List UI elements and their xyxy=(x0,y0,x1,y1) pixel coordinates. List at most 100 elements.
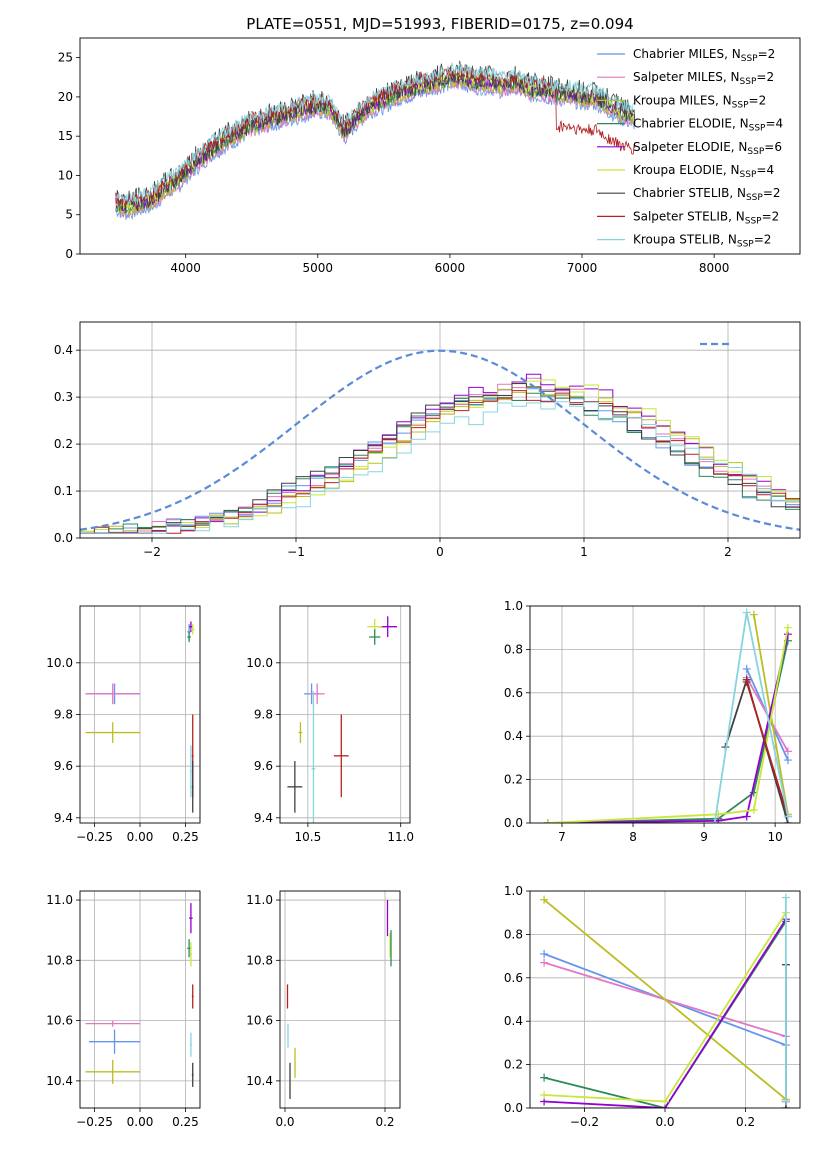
y-tick-label: 10.8 xyxy=(246,953,273,967)
legend-label: Salpeter MILES, NSSP=2 xyxy=(633,70,774,87)
weight-marker xyxy=(749,610,758,619)
legend-label-sub: SSP xyxy=(749,124,766,134)
x-tick-label: −0.25 xyxy=(76,1115,113,1129)
y-tick-label: 10.6 xyxy=(246,1014,273,1028)
weight-marker xyxy=(540,949,549,958)
x-tick-label: 0.0 xyxy=(275,1115,294,1129)
x-tick-label: 6000 xyxy=(435,261,466,275)
panel-spectrum: 4000 5000 6000 7000 8000 0 5 10 15 20 25 Chabrier M… xyxy=(58,37,801,275)
panel-mass_vs_ebv: 0.0 0.2 10.4 10.6 10.8 11.0 xyxy=(246,890,401,1129)
weight-marker xyxy=(710,819,719,823)
y-tick-label: 9.8 xyxy=(54,708,73,722)
y-tick-label: 1.0 xyxy=(504,884,523,898)
weight-marker xyxy=(749,805,758,814)
histogram-8 xyxy=(80,401,800,534)
x-tick-label: 4000 xyxy=(170,261,201,275)
weight-line-2 xyxy=(543,899,787,1100)
legend-label-sub: SSP xyxy=(740,77,757,87)
axes-frame xyxy=(529,605,801,824)
panel-mass_vs_Z: −0.25 0.00 0.25 10.4 10.6 10.8 11.0 xyxy=(46,890,201,1129)
gaussian-curve xyxy=(80,349,800,531)
weight-line-7 xyxy=(745,681,789,817)
y-tick-label: 0.8 xyxy=(504,927,523,941)
y-tick-label: 10.0 xyxy=(246,656,273,670)
y-tick-label: 10 xyxy=(58,168,73,182)
x-tick-label: −0.25 xyxy=(76,830,113,844)
x-tick-label: 0.00 xyxy=(127,830,154,844)
x-tick-label: 9 xyxy=(700,830,708,844)
y-tick-label: 10.8 xyxy=(46,953,73,967)
weight-marker xyxy=(742,677,751,686)
y-tick-label: 0.8 xyxy=(504,642,523,656)
plot-area-mass_weight_vs_Z xyxy=(530,891,800,1108)
legend-label-main: Kroupa ELODIE, N xyxy=(633,163,740,177)
legend-label-sub: SSP xyxy=(747,147,764,157)
x-tick-label: 7 xyxy=(558,830,566,844)
y-tick-label: 11.0 xyxy=(46,893,73,907)
legend-label-main: Salpeter STELIB, N xyxy=(633,209,745,223)
y-tick-label: 9.4 xyxy=(54,811,73,825)
y-tick-label: 10.4 xyxy=(46,1074,73,1088)
weight-marker xyxy=(742,608,751,617)
x-tick-label: −0.2 xyxy=(570,1115,599,1129)
legend-label-suffix: =2 xyxy=(756,70,774,84)
y-tick-label: 9.8 xyxy=(254,708,273,722)
weight-marker xyxy=(540,1073,549,1082)
legend-label-sub: SSP xyxy=(732,100,749,110)
x-tick-label: 7000 xyxy=(567,261,598,275)
legend-label-suffix: =2 xyxy=(763,186,781,200)
x-tick-label: 0.00 xyxy=(127,1115,154,1129)
weight-line-8 xyxy=(713,612,789,823)
legend-label-main: Chabrier ELODIE, N xyxy=(633,117,749,131)
legend-label-main: Kroupa MILES, N xyxy=(633,93,732,107)
y-tick-label: 20 xyxy=(58,90,73,104)
weight-line-4 xyxy=(547,634,789,823)
x-tick-label: 8000 xyxy=(699,261,730,275)
legend-label-suffix: =2 xyxy=(758,47,776,61)
x-tick-label: 1 xyxy=(580,545,588,559)
plot-area-residuals xyxy=(80,322,800,538)
legend-label: Chabrier ELODIE, NSSP=4 xyxy=(633,117,783,134)
weight-marker xyxy=(783,623,792,632)
x-tick-label: 10.5 xyxy=(294,830,321,844)
weight-line-6 xyxy=(724,676,789,823)
legend-label: Kroupa ELODIE, NSSP=4 xyxy=(633,163,774,180)
y-tick-label: 0.2 xyxy=(54,437,73,451)
plot-area-mass_vs_ebv xyxy=(280,891,400,1108)
weight-marker xyxy=(742,812,751,821)
legend-label: Salpeter STELIB, NSSP=2 xyxy=(633,209,779,226)
x-tick-label: 0.2 xyxy=(736,1115,755,1129)
axes-frame xyxy=(529,890,801,1109)
spectrum-line-1 xyxy=(115,77,636,218)
axes-frame xyxy=(79,321,801,539)
plot-area-mass_vs_Z xyxy=(80,891,200,1108)
y-tick-label: 9.4 xyxy=(254,811,273,825)
axes-frame xyxy=(79,605,201,824)
y-tick-label: 0.0 xyxy=(504,1101,523,1115)
panel-mass_weight_vs_age: 7 8 9 10 0.0 0.2 0.4 0.6 0.8 1.0 xyxy=(504,599,801,844)
y-tick-label: 0 xyxy=(65,247,73,261)
y-tick-label: 0.4 xyxy=(504,729,523,743)
legend-label: Kroupa STELIB, NSSP=2 xyxy=(633,233,771,250)
y-tick-label: 0.4 xyxy=(54,343,73,357)
spectrum-line-7 xyxy=(115,65,636,207)
weight-marker xyxy=(540,895,549,904)
x-tick-label: 11.0 xyxy=(387,830,414,844)
figure-title: PLATE=0551, MJD=51993, FIBERID=0175, z=0… xyxy=(246,15,633,33)
legend-label-sub: SSP xyxy=(745,216,762,226)
weight-marker xyxy=(540,1090,549,1099)
legend-label-suffix: =4 xyxy=(756,163,774,177)
axes-frame xyxy=(279,890,401,1109)
y-tick-label: 10.4 xyxy=(246,1074,273,1088)
spectrum-line-8 xyxy=(115,62,636,206)
x-tick-label: 0.2 xyxy=(375,1115,394,1129)
y-tick-label: 5 xyxy=(65,208,73,222)
plot-area-age_vs_mass xyxy=(280,606,410,823)
legend-label-suffix: =4 xyxy=(765,117,783,131)
y-tick-label: 0.1 xyxy=(54,484,73,498)
legend-label: Salpeter ELODIE, NSSP=6 xyxy=(633,140,782,157)
weight-marker xyxy=(783,747,792,756)
y-tick-label: 0.4 xyxy=(504,1014,523,1028)
